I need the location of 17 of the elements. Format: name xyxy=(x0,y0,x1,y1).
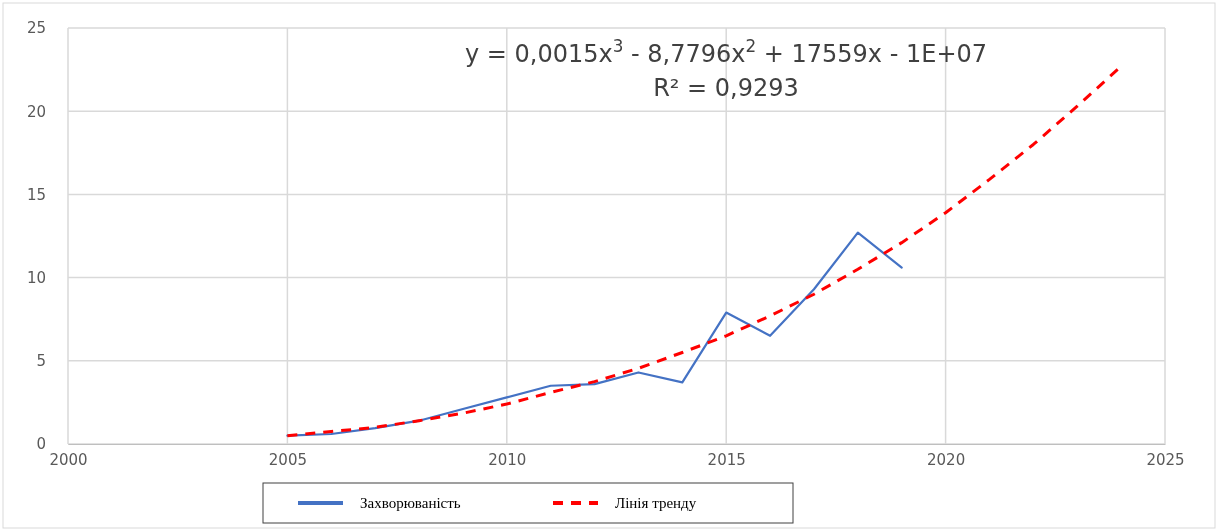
y-tick-label: 25 xyxy=(26,19,46,38)
line-series xyxy=(286,231,903,437)
x-tick-label: 2000 xyxy=(49,450,88,469)
x-tick-label: 2005 xyxy=(268,450,307,469)
legend-label: Захворюваність xyxy=(360,495,461,511)
y-tick-label: 5 xyxy=(36,352,46,371)
x-tick-label: 2010 xyxy=(488,450,527,469)
x-tick-label: 2020 xyxy=(927,450,966,469)
annotation: y = 0,0015x$^{3}$ - 8,7796x$^{2}$ + 17559x - 1E+07 xyxy=(464,36,988,68)
y-tick-label: 10 xyxy=(26,268,46,287)
y-tick-label: 20 xyxy=(26,102,46,121)
x-tick-label: 2025 xyxy=(1146,450,1185,469)
x-tick-label: 2015 xyxy=(707,450,746,469)
legend-label: Лінія тренду xyxy=(615,495,697,511)
annotation: R² = 0,9293 xyxy=(653,74,799,102)
y-tick-label: 0 xyxy=(36,435,46,454)
y-tick-label: 15 xyxy=(26,185,46,204)
